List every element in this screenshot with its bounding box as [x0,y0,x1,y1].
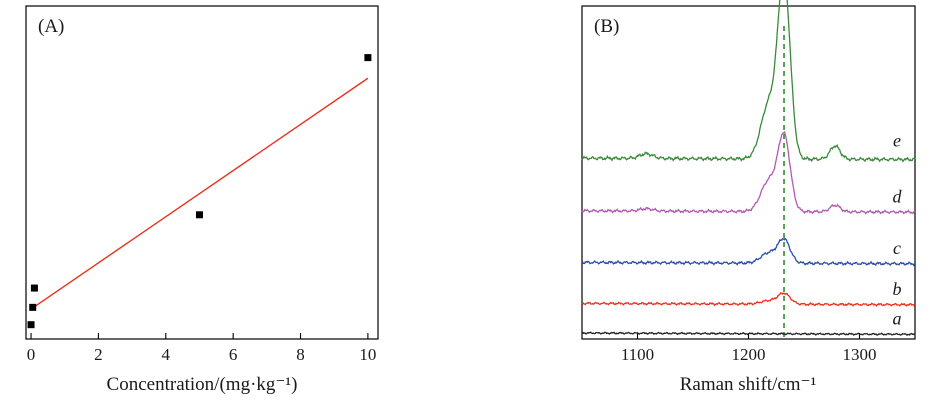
x-tick-label: 10 [359,345,376,364]
series-label-b: b [893,279,902,299]
data-point [30,284,38,292]
series-label-c: c [893,238,901,258]
panel-a-frame [25,5,379,340]
data-point [27,321,35,329]
panel-a-fit-line-group [30,77,369,310]
data-point [29,303,37,311]
panel-b-label: (B) [594,16,619,37]
x-tick-label: 6 [229,345,238,364]
x-tick-label: 2 [94,345,103,364]
panel-a-points [27,54,372,329]
panel-b-series: ab c d e [581,0,916,336]
series-label-e: e [893,131,901,151]
panel-b-frame [581,5,916,340]
panel-b-x-axis-label: Raman shift/cm⁻¹ [680,374,817,395]
panel-a: (A) 0 2 4 6 8 10 Concentration/(mg·kg⁻¹) [25,5,379,395]
panel-a-label: (A) [38,16,64,37]
series-label-d: d [893,186,903,206]
x-tick-label: 1300 [843,345,877,364]
spectrum-d [581,130,916,215]
x-tick-label: 1200 [732,345,766,364]
x-tick-label: 1100 [621,345,654,364]
panel-a-x-axis-label: Concentration/(mg·kg⁻¹) [107,374,298,395]
panel-b-x-ticks: 1100 1200 1300 [621,333,877,364]
panel-a-x-ticks: 0 2 4 6 8 10 [27,333,376,364]
data-point [195,211,203,219]
x-tick-label: 0 [27,345,36,364]
panel-b: (B) 1100 1200 1300 ab c d e Raman shift/cm⁻¹ [581,0,916,395]
spectrum-e [581,0,916,163]
spectrum-b [581,292,916,307]
x-tick-label: 4 [162,345,171,364]
series-label-a: a [893,309,902,329]
spectrum-c [581,237,916,267]
fit-line [30,77,369,310]
data-point [364,54,372,62]
spectrum-a [582,331,916,336]
x-tick-label: 8 [296,345,305,364]
